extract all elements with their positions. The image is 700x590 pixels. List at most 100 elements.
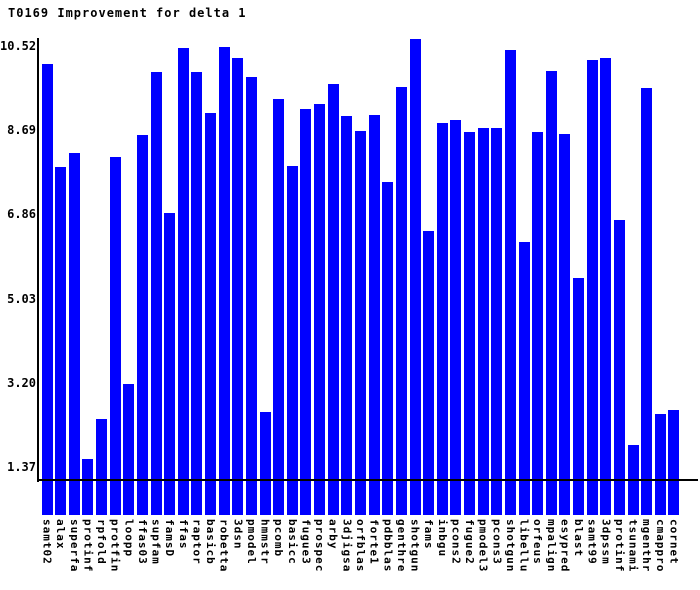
- bar: [136, 135, 148, 515]
- x-tick-label: fams: [422, 519, 436, 550]
- bar: [668, 410, 680, 515]
- x-tick-label: rpfold: [95, 519, 109, 565]
- x-tick-label: pmodel: [244, 519, 258, 565]
- bar: [654, 413, 666, 515]
- x-tick-label: libellu: [517, 519, 531, 573]
- x-tick-label: robetta: [217, 519, 231, 573]
- x-tick-label: loopp: [122, 519, 136, 558]
- bar: [545, 71, 557, 515]
- x-tick-label: alax: [54, 519, 68, 550]
- x-tick-label: pdbblas: [381, 519, 395, 573]
- x-tick-label: 3dpssm: [599, 519, 613, 565]
- bar: [273, 99, 285, 515]
- x-tick-label: blast: [572, 519, 586, 558]
- bar: [245, 76, 257, 515]
- bar: [41, 63, 53, 515]
- x-tick-label: mgenthr: [640, 519, 654, 573]
- bar: [395, 87, 407, 515]
- bar: [164, 212, 176, 515]
- bar: [464, 131, 476, 515]
- x-tick-label: protfin: [108, 519, 122, 573]
- bar: [314, 103, 326, 515]
- bar: [450, 119, 462, 515]
- x-tick-label: pmodel3: [476, 519, 490, 573]
- x-tick-label: esypred: [558, 519, 572, 573]
- x-tick-label: inbgu: [435, 519, 449, 558]
- x-tick-label: prospec: [313, 519, 327, 573]
- bar: [177, 47, 189, 515]
- y-tick-label: 3.20: [7, 375, 36, 390]
- x-tick-label: 3dsn: [231, 519, 245, 550]
- bar: [191, 72, 203, 515]
- y-tick-label: 5.03: [7, 291, 36, 306]
- bar: [68, 153, 80, 515]
- bar: [368, 115, 380, 515]
- bar: [96, 418, 108, 515]
- x-tick-label: 3djigsa: [340, 519, 354, 573]
- x-tick-label: fugue3: [299, 519, 313, 565]
- x-tick-label: shotgun: [503, 519, 517, 573]
- bar: [218, 46, 230, 515]
- x-tick-label: famsD: [163, 519, 177, 558]
- x-axis-line: [37, 479, 698, 481]
- y-tick-label: 1.37: [7, 460, 36, 474]
- bar: [205, 113, 217, 515]
- bar: [600, 57, 612, 515]
- bar: [341, 116, 353, 515]
- x-tick-label: protinf: [81, 519, 95, 573]
- bar: [532, 132, 544, 515]
- bar: [82, 459, 94, 515]
- bar: [477, 128, 489, 515]
- x-tick-label: genthre: [394, 519, 408, 573]
- bar: [327, 84, 339, 515]
- bar: [436, 122, 448, 515]
- bar: [150, 71, 162, 515]
- x-tick-label: tsunami: [626, 519, 640, 573]
- bar: [232, 57, 244, 515]
- bar: [586, 60, 598, 515]
- bar: [504, 49, 516, 515]
- x-tick-label: supfam: [149, 519, 163, 565]
- y-tick-label: 8.69: [7, 123, 36, 138]
- bar: [491, 128, 503, 515]
- bar: [641, 88, 653, 515]
- y-axis-line: [37, 38, 39, 482]
- x-tick-label: samt99: [585, 519, 599, 565]
- x-tick-label: basicb: [204, 519, 218, 565]
- bar: [55, 166, 67, 515]
- y-tick-label: 6.86: [7, 207, 36, 222]
- x-tick-label: shotgun: [408, 519, 422, 573]
- bar: [382, 182, 394, 515]
- chart-title: T0169 Improvement for delta 1: [8, 6, 247, 20]
- x-tick-label: orfeus: [531, 519, 545, 565]
- bar: [354, 131, 366, 515]
- x-tick-label: forte1: [367, 519, 381, 565]
- x-tick-label: raptor: [190, 519, 204, 565]
- x-tick-label: superfa: [67, 519, 81, 573]
- x-tick-label: hmmstr: [258, 519, 272, 565]
- bar: [518, 242, 530, 515]
- bar: [409, 39, 421, 515]
- x-tick-label: orfblas: [353, 519, 367, 573]
- bar: [123, 383, 135, 515]
- x-tick-label: ffas03: [135, 519, 149, 565]
- bar: [109, 157, 121, 515]
- bar: [573, 277, 585, 515]
- bar: [286, 166, 298, 515]
- x-tick-label: pcons2: [449, 519, 463, 565]
- x-tick-label: ffas: [176, 519, 190, 550]
- x-tick-label: basicc: [285, 519, 299, 565]
- x-tick-label: cornet: [667, 519, 681, 565]
- x-tick-label: pcons3: [490, 519, 504, 565]
- x-tick-label: arby: [326, 519, 340, 550]
- x-tick-label: samt02: [40, 519, 54, 565]
- x-tick-label: fugue2: [463, 519, 477, 565]
- bar: [259, 412, 271, 515]
- bar: [300, 109, 312, 515]
- x-tick-label: cmappro: [653, 519, 667, 573]
- x-tick-label: protinf: [612, 519, 626, 573]
- y-tick-label: 10.52: [0, 39, 37, 53]
- bar: [613, 219, 625, 515]
- bar: [423, 231, 435, 515]
